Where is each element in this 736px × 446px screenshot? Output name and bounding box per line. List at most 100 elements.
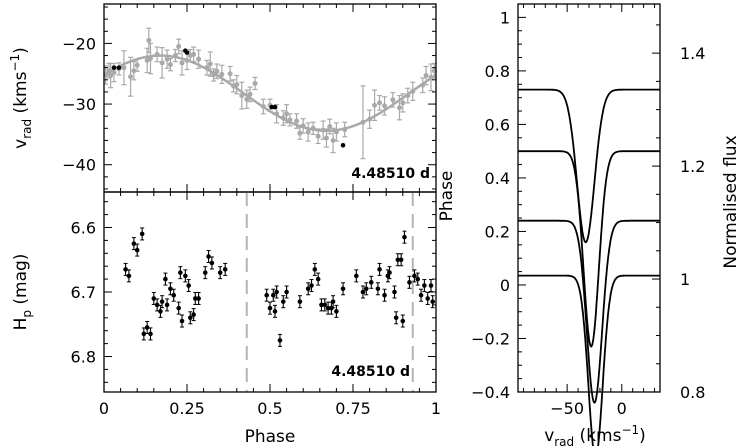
rv-black-point — [111, 65, 117, 70]
hp-x-tick-label: 0 — [99, 399, 109, 418]
rv-grey-point — [342, 127, 348, 133]
rv-black-point — [272, 104, 278, 110]
profiles-phase-tick-label: −0.2 — [471, 329, 510, 348]
profiles-flux-tick-label: 1 — [680, 270, 690, 289]
rv-panel: −20 −30 −40 4.48510 d vrad (kms−1) — [8, 3, 437, 193]
rv-ylabel-sub: rad — [20, 119, 34, 139]
rv-grey-point — [300, 123, 306, 129]
rv-black-point — [269, 104, 274, 110]
hp-point — [217, 270, 223, 275]
rv-grey-point — [159, 60, 165, 66]
hp-point — [412, 273, 417, 279]
hp-point — [309, 283, 314, 288]
hp-point — [163, 276, 168, 282]
rv-grey-point — [234, 82, 240, 88]
hp-ylabel-main: H — [11, 318, 31, 331]
hp-point — [277, 338, 283, 343]
rv-black-point — [116, 65, 122, 70]
hp-point — [178, 270, 183, 275]
rv-grey-point — [400, 100, 406, 106]
hp-point — [392, 289, 397, 295]
line-profile-3 — [518, 274, 660, 446]
rv-grey-point — [305, 129, 311, 135]
hp-point — [141, 331, 147, 337]
profiles-phase-axis-label: Phase — [437, 171, 457, 222]
rv-grey-point — [315, 133, 321, 139]
hp-point — [267, 305, 273, 311]
hp-x-tick-label: 1 — [431, 399, 441, 418]
hp-point — [191, 312, 196, 317]
rv-grey-point — [274, 111, 280, 117]
hp-point — [330, 299, 336, 304]
hp-point — [415, 276, 421, 282]
profiles-xlabel-sub: rad — [554, 435, 574, 446]
hp-point — [271, 292, 276, 298]
hp-point — [382, 292, 387, 298]
rv-grey-point — [147, 56, 153, 62]
profiles-xlabel-close: ) — [639, 426, 646, 446]
profiles-x-axis-label: vrad (kms−1) — [544, 423, 646, 446]
hp-x-tick-label: 0.75 — [335, 399, 371, 418]
hp-point — [206, 254, 211, 259]
hp-ylabel-sub: p — [20, 310, 34, 318]
rv-grey-point — [247, 91, 253, 97]
rv-grey-point — [260, 103, 266, 109]
profiles-xlabel-sup: −1 — [621, 423, 639, 437]
hp-ylabel-unit: (mag) — [11, 254, 31, 310]
hp-point — [360, 289, 366, 295]
profiles-phase-tick-label: 0.8 — [485, 62, 510, 81]
rv-ylabel-main: v — [11, 139, 31, 149]
hp-point — [222, 267, 228, 272]
hp-y-axis-label: Hp (mag) — [11, 254, 34, 331]
rv-grey-point — [294, 118, 300, 124]
hp-period-annotation: 4.48510 d — [331, 364, 410, 380]
rv-grey-point — [396, 105, 402, 111]
rv-grey-point — [428, 74, 434, 80]
hp-point — [297, 299, 303, 304]
hp-point — [312, 267, 318, 272]
hp-point — [123, 267, 128, 272]
hp-point — [144, 325, 150, 330]
rv-grey-point — [191, 51, 197, 57]
rv-grey-point — [420, 82, 426, 88]
rv-grey-point — [284, 111, 290, 117]
rv-grey-point — [372, 102, 378, 108]
hp-y-tick-label: 6.6 — [71, 218, 96, 237]
hp-point — [126, 273, 132, 279]
hp-point — [179, 318, 185, 324]
rv-grey-point — [297, 130, 303, 136]
rv-grey-point — [196, 56, 202, 62]
rv-ylabel-close: ) — [11, 47, 31, 54]
rv-grey-point — [227, 71, 233, 77]
rv-grey-point — [252, 80, 258, 86]
rv-grey-point — [405, 93, 411, 99]
hp-point — [148, 331, 153, 337]
rv-grey-point — [164, 56, 170, 62]
profiles-x-tick-label: −50 — [550, 399, 584, 418]
hp-y-tick-label: 6.7 — [71, 283, 96, 302]
rv-grey-point — [121, 65, 127, 71]
hp-y-tick-label: 6.8 — [71, 348, 96, 367]
hp-point — [387, 270, 392, 275]
hp-point — [264, 292, 269, 298]
hp-point — [398, 257, 404, 263]
profiles-flux-axis-label: Normalised flux — [721, 135, 736, 268]
hp-point — [168, 286, 173, 292]
hp-point — [202, 270, 208, 275]
profiles-phase-tick-label: 1 — [500, 8, 510, 27]
rv-grey-point — [333, 129, 339, 135]
profiles-phase-tick-label: 0 — [500, 276, 510, 295]
hp-point — [428, 283, 434, 288]
hp-point — [393, 315, 399, 321]
hp-point — [395, 257, 401, 263]
rv-grey-point — [167, 62, 173, 68]
hp-point — [196, 296, 201, 301]
hp-x-tick-label: 0.25 — [169, 399, 205, 418]
rv-grey-point — [219, 71, 225, 77]
rv-grey-point — [239, 93, 245, 99]
hp-point — [171, 292, 177, 298]
profiles-panel: −50 0 1 0.8 0.6 0.4 0.2 0 −0.2 −0.4 1.4 1.2 1 0.8 Phas… — [437, 3, 736, 446]
hp-point — [188, 315, 193, 321]
rv-grey-point — [287, 117, 293, 123]
profiles-flux-tick-label: 1.4 — [680, 44, 705, 63]
